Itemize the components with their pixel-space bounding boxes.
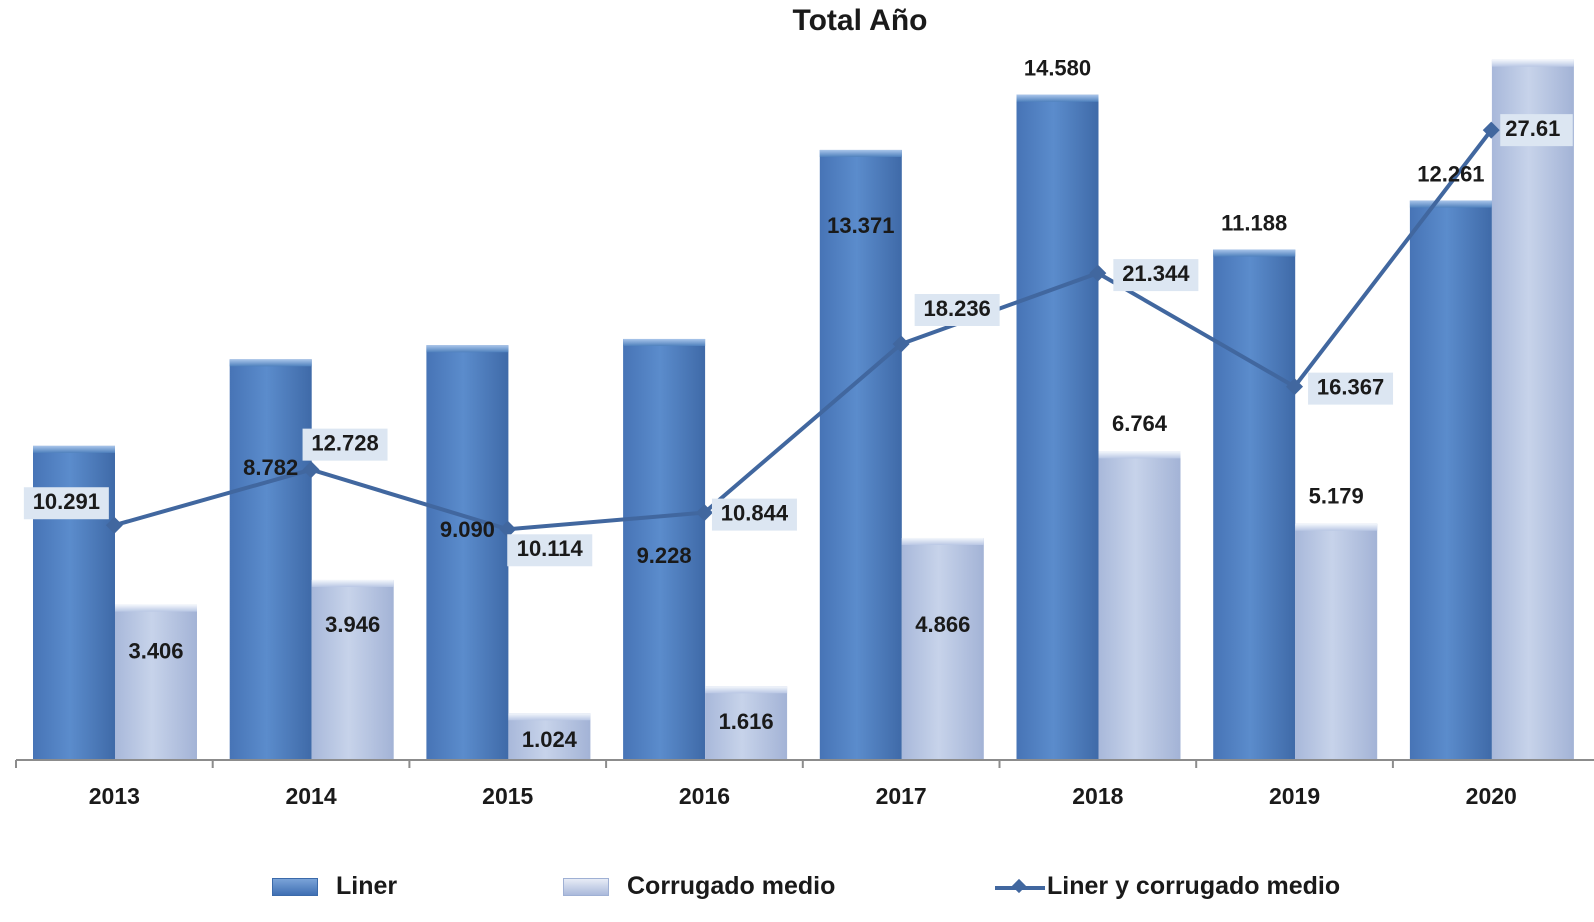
line-marker-2017 <box>892 335 910 353</box>
x-tick-label-2015: 2015 <box>482 783 533 809</box>
label-corrugado-2015: 1.024 <box>522 727 578 752</box>
bar-corrugado-2017 <box>901 537 984 760</box>
svg-text:11.188: 11.188 <box>1221 210 1287 235</box>
line-marker-2014 <box>302 461 320 479</box>
svg-text:3.406: 3.406 <box>128 638 183 663</box>
label-total-2016: 10.844 <box>711 498 797 531</box>
x-tick-label-2014: 2014 <box>285 783 336 809</box>
x-tick-label-2017: 2017 <box>876 783 927 809</box>
label-total-2020: 27.61 <box>1500 114 1573 147</box>
bar-corrugado-2016 <box>705 686 788 760</box>
svg-text:4.866: 4.866 <box>915 612 970 637</box>
line-marker-2013 <box>105 516 123 534</box>
line-total <box>113 128 1493 532</box>
label-corrugado-2019: 5.179 <box>1309 484 1364 509</box>
label-total-2017: 18.236 <box>914 293 1000 326</box>
legend-label-liner: Liner <box>336 872 398 900</box>
label-total-2013: 10.291 <box>23 487 109 520</box>
svg-text:3.946: 3.946 <box>325 612 380 637</box>
label-liner-2020: 12.261 <box>1417 161 1484 186</box>
label-liner-2018: 14.580 <box>1024 56 1091 81</box>
legend-swatch-total <box>995 879 1045 895</box>
bar-liner-2015 <box>426 345 509 760</box>
label-total-2018: 21.344 <box>1113 259 1199 292</box>
label-liner-2015: 9.090 <box>440 517 495 542</box>
svg-text:1.024: 1.024 <box>522 727 578 752</box>
label-liner-2016: 9.228 <box>637 543 692 568</box>
svg-text:6.764: 6.764 <box>1112 411 1168 436</box>
svg-text:14.580: 14.580 <box>1024 56 1091 81</box>
x-tick-label-2016: 2016 <box>679 783 730 809</box>
label-total-2019: 16.367 <box>1308 372 1394 405</box>
svg-text:12.261: 12.261 <box>1417 161 1484 186</box>
bar-liner-2020 <box>1409 200 1492 761</box>
label-corrugado-2016: 1.616 <box>719 709 774 734</box>
legend-item-liner: Liner <box>272 872 397 901</box>
legend-label-total: Liner y corrugado medio <box>1047 872 1341 900</box>
svg-text:10.844: 10.844 <box>721 500 789 525</box>
x-tick-label-2019: 2019 <box>1269 783 1320 809</box>
x-tick-label-2018: 2018 <box>1072 783 1123 809</box>
bar-liner-2017 <box>819 149 902 760</box>
x-tick-label-2013: 2013 <box>89 783 140 809</box>
bar-liner-2018 <box>1016 94 1099 761</box>
bar-liner-2016 <box>623 338 706 760</box>
label-corrugado-2014: 3.946 <box>325 612 380 637</box>
svg-text:5.179: 5.179 <box>1309 484 1364 509</box>
svg-text:27.61: 27.61 <box>1505 116 1560 141</box>
bar-corrugado-2020 <box>1491 59 1574 760</box>
legend-swatch-corrugado <box>563 877 609 896</box>
svg-text:10.114: 10.114 <box>517 536 584 561</box>
label-corrugado-2018: 6.764 <box>1112 411 1168 436</box>
chart-title: Total Año <box>792 4 928 37</box>
bar-corrugado-2014 <box>311 579 394 760</box>
label-liner-2019: 11.188 <box>1221 210 1287 235</box>
label-total-2014: 12.728 <box>302 428 388 461</box>
svg-text:10.291: 10.291 <box>33 489 100 514</box>
label-liner-2014: 8.782 <box>243 455 298 480</box>
label-corrugado-2013: 3.406 <box>128 638 183 663</box>
x-tick-label-2020: 2020 <box>1466 783 1517 809</box>
svg-text:18.236: 18.236 <box>924 296 991 321</box>
svg-text:9.228: 9.228 <box>637 543 692 568</box>
svg-text:1.616: 1.616 <box>719 709 774 734</box>
legend-item-corrugado: Corrugado medio <box>563 872 835 901</box>
svg-text:21.344: 21.344 <box>1122 261 1190 286</box>
label-total-2015: 10.114 <box>507 534 593 567</box>
svg-text:12.728: 12.728 <box>311 430 378 455</box>
label-corrugado-2017: 4.866 <box>915 612 970 637</box>
bar-corrugado-2018 <box>1098 451 1181 760</box>
legend-label-corrugado: Corrugado medio <box>627 872 836 900</box>
legend-item-total: Liner y corrugado medio <box>995 872 1340 901</box>
legend: Liner Corrugado medio Liner y corrugado … <box>0 872 1594 912</box>
svg-text:16.367: 16.367 <box>1317 374 1384 399</box>
svg-text:8.782: 8.782 <box>243 455 298 480</box>
legend-swatch-liner <box>272 877 318 896</box>
svg-text:9.090: 9.090 <box>440 517 495 542</box>
bar-corrugado-2013 <box>115 604 197 760</box>
bar-liner-2019 <box>1213 249 1296 761</box>
bar-liner-2014 <box>229 359 312 760</box>
bar-corrugado-2015 <box>508 713 591 760</box>
bar-corrugado-2019 <box>1295 523 1378 760</box>
label-liner-2017: 13.371 <box>827 213 894 238</box>
line-marker-2015 <box>499 520 517 538</box>
svg-text:13.371: 13.371 <box>827 213 894 238</box>
